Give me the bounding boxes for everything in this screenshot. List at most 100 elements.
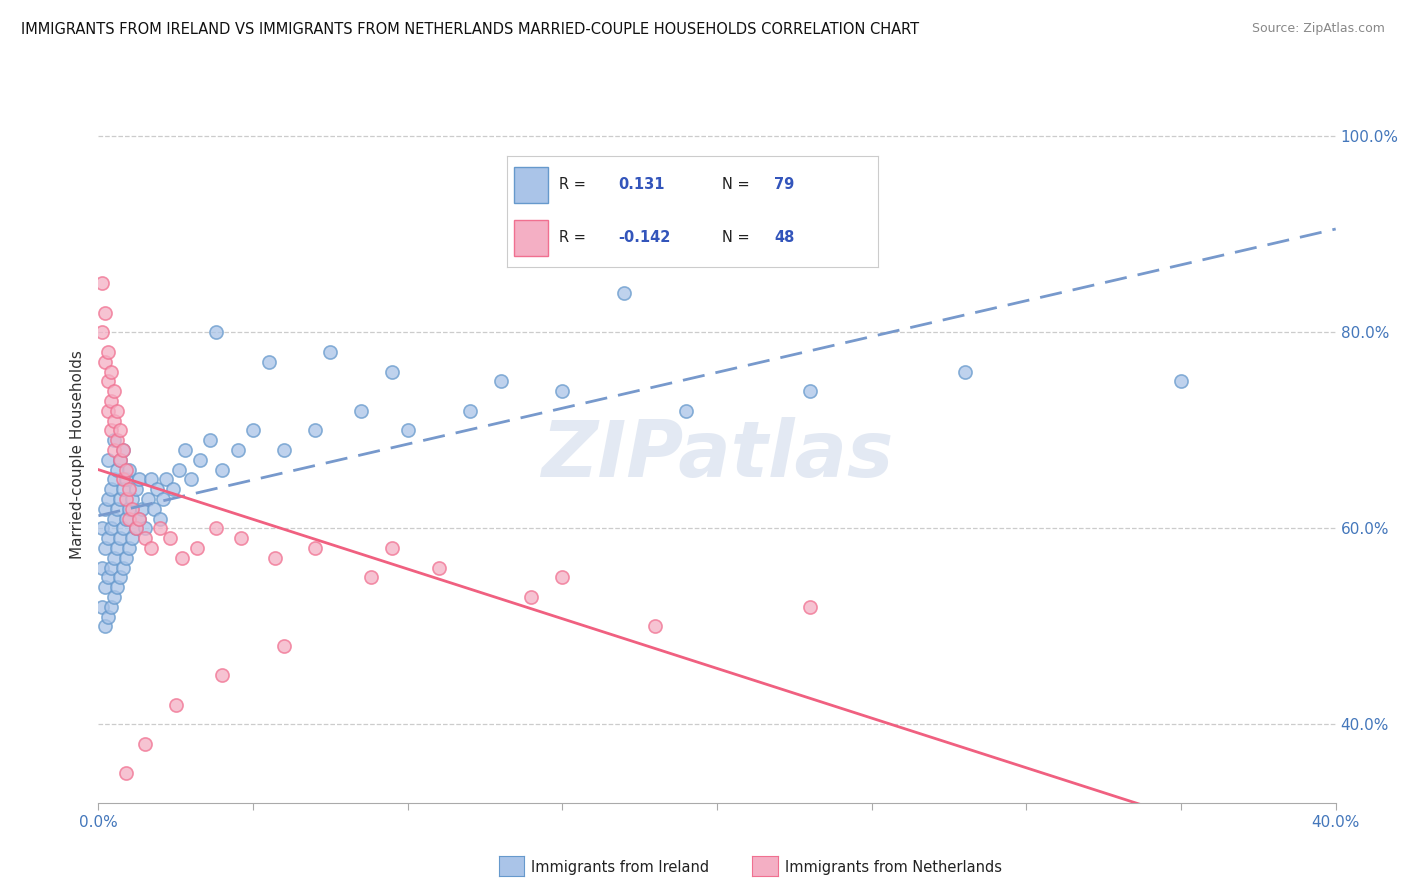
Point xyxy=(115,511,138,525)
Point xyxy=(105,541,128,555)
Point xyxy=(105,434,128,448)
Text: Immigrants from Netherlands: Immigrants from Netherlands xyxy=(785,860,1001,874)
Point xyxy=(97,404,120,418)
Point xyxy=(162,482,184,496)
Point xyxy=(799,599,821,614)
Point xyxy=(167,462,190,476)
Point xyxy=(93,306,115,320)
Point xyxy=(100,482,122,496)
Point xyxy=(112,472,135,486)
Point xyxy=(128,472,150,486)
Point xyxy=(90,277,112,291)
Point xyxy=(205,326,228,340)
Point xyxy=(1170,375,1192,389)
Point xyxy=(152,491,174,506)
Point xyxy=(799,384,821,399)
Point xyxy=(97,609,120,624)
Point xyxy=(97,452,120,467)
Point xyxy=(103,414,125,428)
Point xyxy=(143,501,166,516)
Point xyxy=(675,404,697,418)
Point xyxy=(226,443,249,458)
Point xyxy=(93,355,115,369)
Point xyxy=(146,482,169,496)
Point xyxy=(100,424,122,438)
Point xyxy=(273,443,295,458)
Point xyxy=(97,570,120,584)
Point xyxy=(103,590,125,604)
Point xyxy=(174,443,197,458)
Point xyxy=(100,599,122,614)
Point xyxy=(103,384,125,399)
Point xyxy=(170,550,193,565)
Point xyxy=(211,668,233,682)
Point xyxy=(159,531,181,545)
Point xyxy=(90,521,112,535)
Point xyxy=(93,541,115,555)
Point xyxy=(139,472,162,486)
Point xyxy=(105,404,128,418)
Point xyxy=(93,619,115,633)
Point xyxy=(112,521,135,535)
Point xyxy=(242,424,264,438)
Point xyxy=(211,462,233,476)
Point xyxy=(360,570,382,584)
Point xyxy=(103,472,125,486)
Point xyxy=(131,501,153,516)
Point xyxy=(112,443,135,458)
Point xyxy=(155,472,177,486)
Point xyxy=(134,531,156,545)
Point xyxy=(124,521,146,535)
Point xyxy=(100,521,122,535)
Point xyxy=(273,639,295,653)
Point xyxy=(350,404,373,418)
Point xyxy=(134,521,156,535)
Point xyxy=(121,491,143,506)
Point xyxy=(381,365,404,379)
Point xyxy=(115,491,138,506)
Point xyxy=(115,472,138,486)
Point xyxy=(118,501,141,516)
Point xyxy=(381,541,404,555)
Point xyxy=(319,345,342,359)
Point xyxy=(520,590,543,604)
Point xyxy=(103,511,125,525)
Point xyxy=(115,462,138,476)
Point xyxy=(257,355,280,369)
Point xyxy=(90,560,112,574)
Point xyxy=(118,482,141,496)
Text: ZIPatlas: ZIPatlas xyxy=(541,417,893,493)
Point xyxy=(90,326,112,340)
Point xyxy=(551,384,574,399)
Point xyxy=(304,541,326,555)
Point xyxy=(115,766,138,780)
Point xyxy=(118,541,141,555)
Point xyxy=(118,511,141,525)
Point xyxy=(100,560,122,574)
Point xyxy=(108,570,131,584)
Point xyxy=(124,482,146,496)
Point xyxy=(489,375,512,389)
Point xyxy=(124,521,146,535)
Point xyxy=(93,580,115,594)
Point xyxy=(953,365,976,379)
Point xyxy=(115,550,138,565)
Point xyxy=(100,394,122,409)
Point xyxy=(97,375,120,389)
Point xyxy=(103,434,125,448)
Point xyxy=(112,560,135,574)
Point xyxy=(149,511,172,525)
Point xyxy=(108,452,131,467)
Point xyxy=(100,365,122,379)
Point xyxy=(134,737,156,751)
Point xyxy=(97,491,120,506)
Point xyxy=(105,501,128,516)
Point xyxy=(180,472,202,486)
Point xyxy=(93,501,115,516)
Point xyxy=(121,501,143,516)
Point xyxy=(613,286,636,301)
Point xyxy=(551,570,574,584)
Point xyxy=(458,404,481,418)
Point xyxy=(112,482,135,496)
Point xyxy=(108,491,131,506)
